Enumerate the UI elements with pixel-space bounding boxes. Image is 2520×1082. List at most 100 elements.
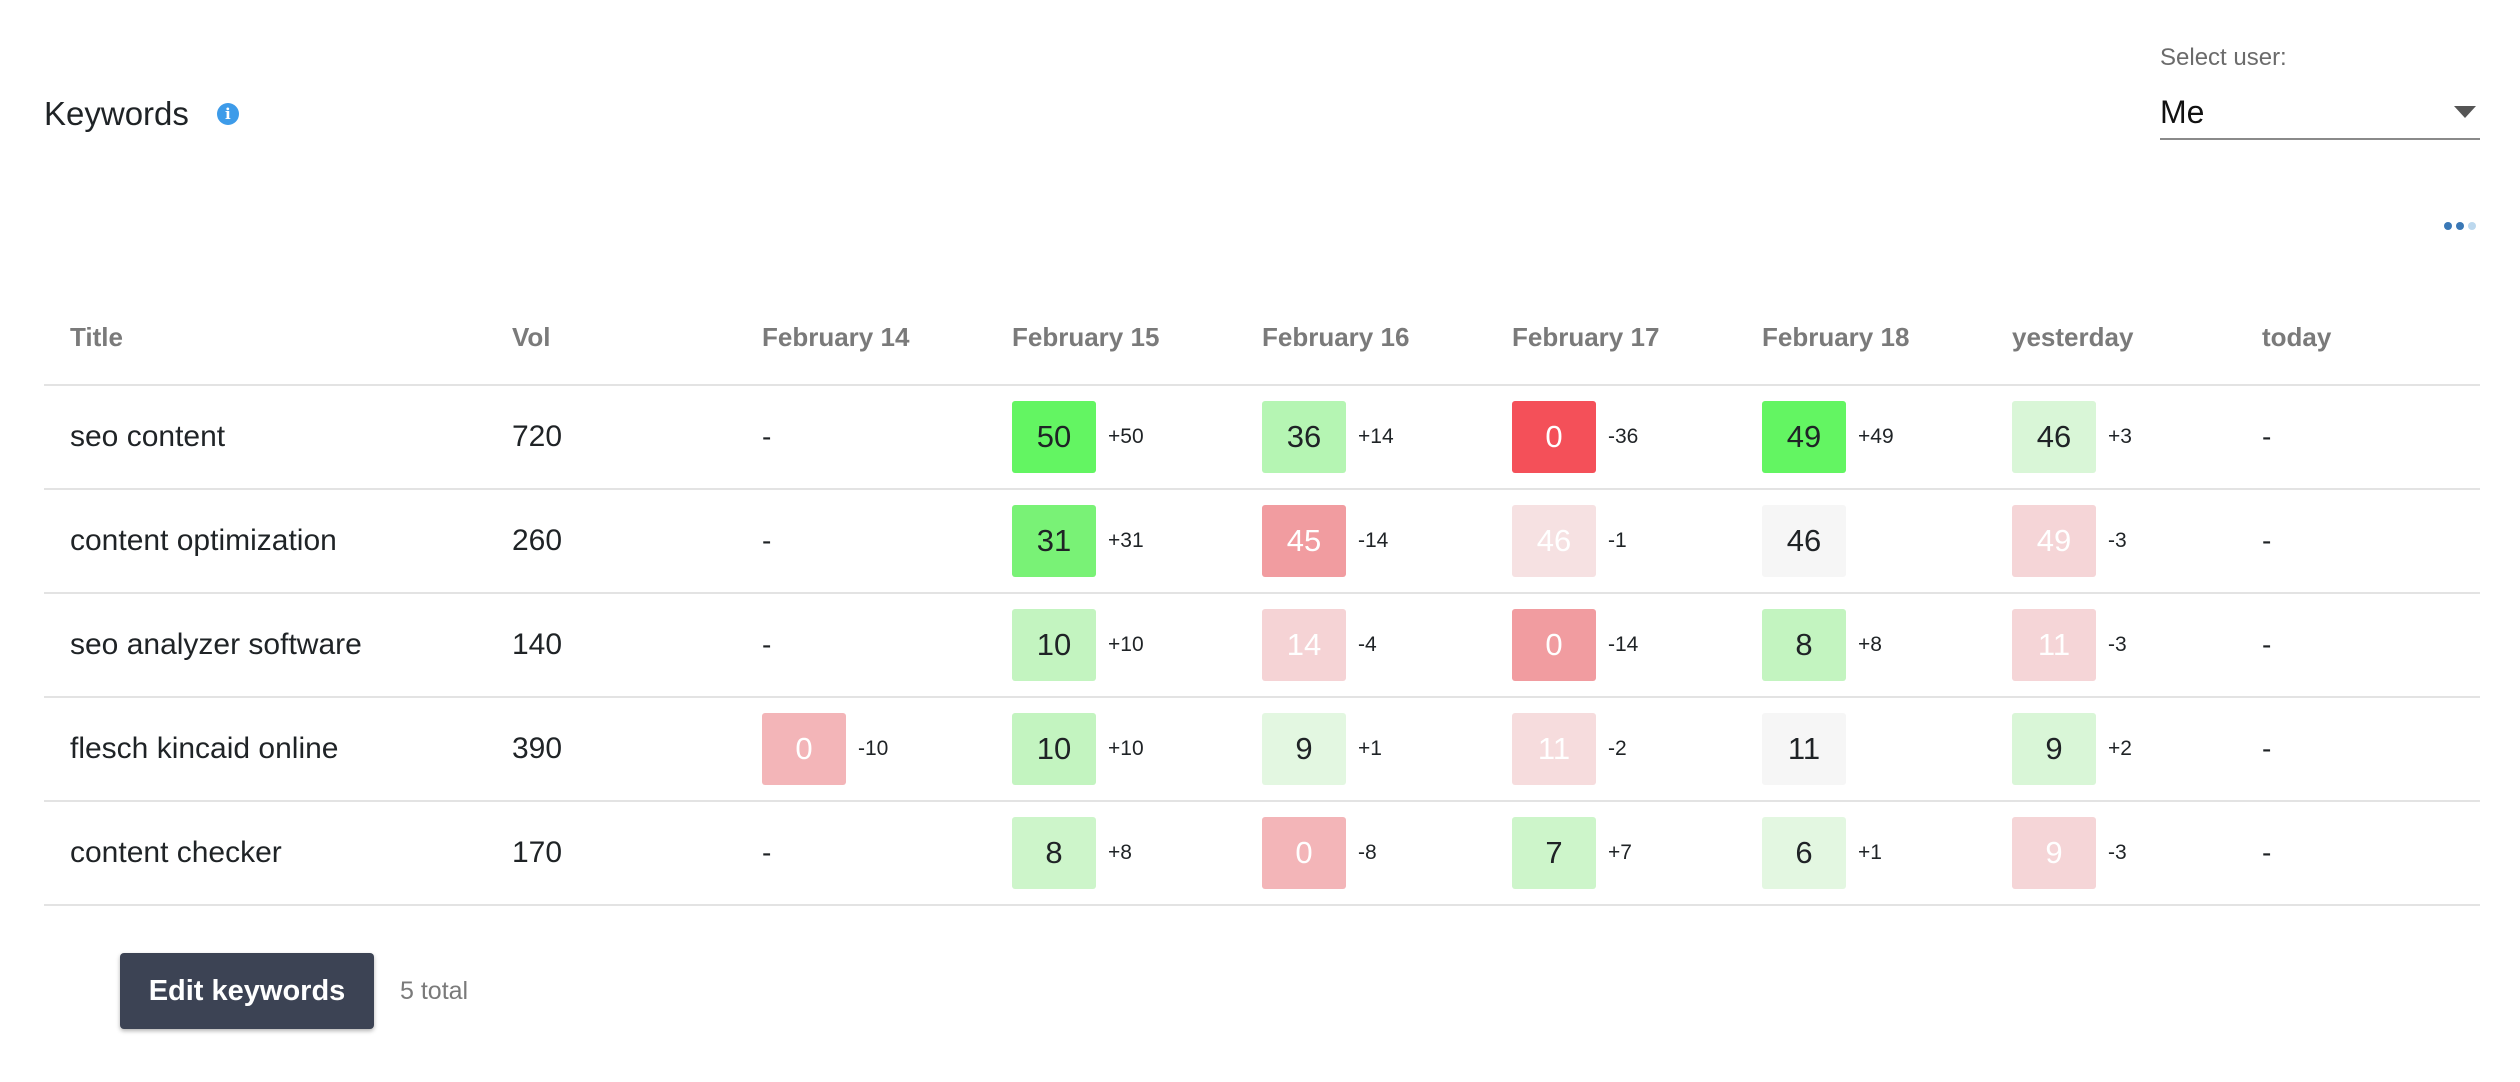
rank-position-badge: 46 — [1512, 505, 1596, 577]
rank-cell: 14 -4 — [1236, 593, 1486, 698]
column-header[interactable]: February 15 — [986, 290, 1236, 386]
rank-entry: 10 +10 — [1012, 609, 1236, 681]
column-header[interactable]: February 16 — [1236, 290, 1486, 386]
caret-down-icon[interactable] — [2454, 106, 2476, 118]
column-header[interactable]: Vol — [486, 290, 736, 386]
empty-value: - — [2262, 421, 2272, 452]
rank-position-badge: 10 — [1012, 713, 1096, 785]
table-row[interactable]: content optimization 260-31 +31 45 -14 46 -1 46… — [44, 489, 2480, 594]
more-dots-icon[interactable] — [2444, 222, 2476, 230]
more-dot — [2468, 222, 2476, 230]
rank-cell: 11 -2 — [1486, 697, 1736, 802]
rank-change: -14 — [1358, 529, 1389, 552]
empty-value: - — [762, 525, 772, 556]
header: Keywords i — [44, 90, 239, 138]
rank-entry: 6 +1 — [1762, 817, 1986, 889]
table-row[interactable]: seo content 720-50 +50 36 +14 0 -36 49 +49 46 +3- — [44, 385, 2480, 490]
keyword-title: content optimization — [44, 489, 486, 594]
empty-value: - — [2262, 837, 2272, 868]
rank-position-badge: 49 — [1762, 401, 1846, 473]
rank-position-badge: 11 — [1512, 713, 1596, 785]
keyword-volume: 140 — [486, 593, 736, 698]
rank-position-badge: 9 — [1262, 713, 1346, 785]
rank-cell: - — [2236, 385, 2480, 490]
rank-entry: 0 -8 — [1262, 817, 1486, 889]
keywords-table: Title Vol February 14 February 15 February 1… — [44, 290, 2480, 906]
rank-entry: 9 +1 — [1262, 713, 1486, 785]
rank-entry: 36 +14 — [1262, 401, 1486, 473]
rank-change: +7 — [1608, 841, 1632, 864]
rank-position-badge: 0 — [762, 713, 846, 785]
rank-position-badge: 46 — [2012, 401, 2096, 473]
rank-entry: 46 +3 — [2012, 401, 2236, 473]
column-header[interactable]: Title — [44, 290, 486, 386]
empty-value: - — [2262, 733, 2272, 764]
user-select-dropdown[interactable]: Me — [2160, 86, 2480, 140]
rank-cell: 49 -3 — [1986, 489, 2236, 594]
rank-position-badge: 45 — [1262, 505, 1346, 577]
rank-entry: 0 -36 — [1512, 401, 1736, 473]
rank-change: +14 — [1358, 425, 1394, 448]
rank-entry: 11 -2 — [1512, 713, 1736, 785]
rank-position-badge: 11 — [2012, 609, 2096, 681]
more-dot — [2456, 222, 2464, 230]
keyword-title: content checker — [44, 801, 486, 906]
rank-change: +8 — [1858, 633, 1882, 656]
rank-cell: 9 -3 — [1986, 801, 2236, 906]
rank-position-badge: 7 — [1512, 817, 1596, 889]
rank-position-badge: 0 — [1512, 609, 1596, 681]
rank-change: +1 — [1358, 737, 1382, 760]
rank-position-badge: 49 — [2012, 505, 2096, 577]
rank-cell: 0 -36 — [1486, 385, 1736, 490]
column-header[interactable]: February 14 — [736, 290, 986, 386]
empty-value: - — [762, 837, 772, 868]
column-header[interactable]: February 17 — [1486, 290, 1736, 386]
user-select-value: Me — [2160, 93, 2205, 130]
rank-cell: 10 +10 — [986, 697, 1236, 802]
info-icon[interactable]: i — [216, 103, 239, 125]
rank-cell: 0 -14 — [1486, 593, 1736, 698]
rank-entry: 45 -14 — [1262, 505, 1486, 577]
rank-change: +31 — [1108, 529, 1144, 552]
rank-cell: - — [2236, 489, 2480, 594]
rank-change: -3 — [2108, 633, 2127, 656]
rank-cell: - — [736, 801, 986, 906]
rank-entry: 46 -1 — [1512, 505, 1736, 577]
rank-cell: 31 +31 — [986, 489, 1236, 594]
rank-change: -3 — [2108, 841, 2127, 864]
rank-change: -10 — [858, 737, 889, 760]
column-header[interactable]: today — [2236, 290, 2480, 386]
user-select[interactable]: Select user: Me — [2160, 44, 2480, 140]
rank-position-badge: 14 — [1262, 609, 1346, 681]
keyword-volume: 260 — [486, 489, 736, 594]
table-row[interactable]: flesch kincaid online 390 0 -10 10 +10 9 +1 11 -2… — [44, 697, 2480, 802]
rank-entry: 46 — [1762, 505, 1986, 577]
rank-cell: 8 +8 — [986, 801, 1236, 906]
rank-cell: - — [736, 593, 986, 698]
rank-change: +50 — [1108, 425, 1144, 448]
rank-change: -2 — [1608, 737, 1627, 760]
column-header[interactable]: February 18 — [1736, 290, 1986, 386]
rank-cell: 45 -14 — [1236, 489, 1486, 594]
rank-cell: 46 -1 — [1486, 489, 1736, 594]
rank-cell: - — [736, 385, 986, 490]
rank-position-badge: 0 — [1512, 401, 1596, 473]
page-title: Keywords — [44, 95, 189, 132]
rank-position-badge: 50 — [1012, 401, 1096, 473]
rank-cell: 50 +50 — [986, 385, 1236, 490]
edit-keywords-button[interactable]: Edit keywords — [120, 953, 374, 1029]
rank-position-badge: 11 — [1762, 713, 1846, 785]
rank-cell: - — [2236, 593, 2480, 698]
total-count: 5 total — [400, 976, 469, 1005]
rank-entry: 49 -3 — [2012, 505, 2236, 577]
rank-cell: 7 +7 — [1486, 801, 1736, 906]
more-dot — [2444, 222, 2452, 230]
table-row[interactable]: seo analyzer software 140-10 +10 14 -4 0 -14 8 +… — [44, 593, 2480, 698]
rank-position-badge: 46 — [1762, 505, 1846, 577]
rank-entry: 50 +50 — [1012, 401, 1236, 473]
rank-entry: 8 +8 — [1012, 817, 1236, 889]
rank-cell: 11 -3 — [1986, 593, 2236, 698]
table-row[interactable]: content checker 170-8 +8 0 -8 7 +7 6 +1 9 -3- — [44, 801, 2480, 906]
rank-position-badge: 6 — [1762, 817, 1846, 889]
column-header[interactable]: yesterday — [1986, 290, 2236, 386]
